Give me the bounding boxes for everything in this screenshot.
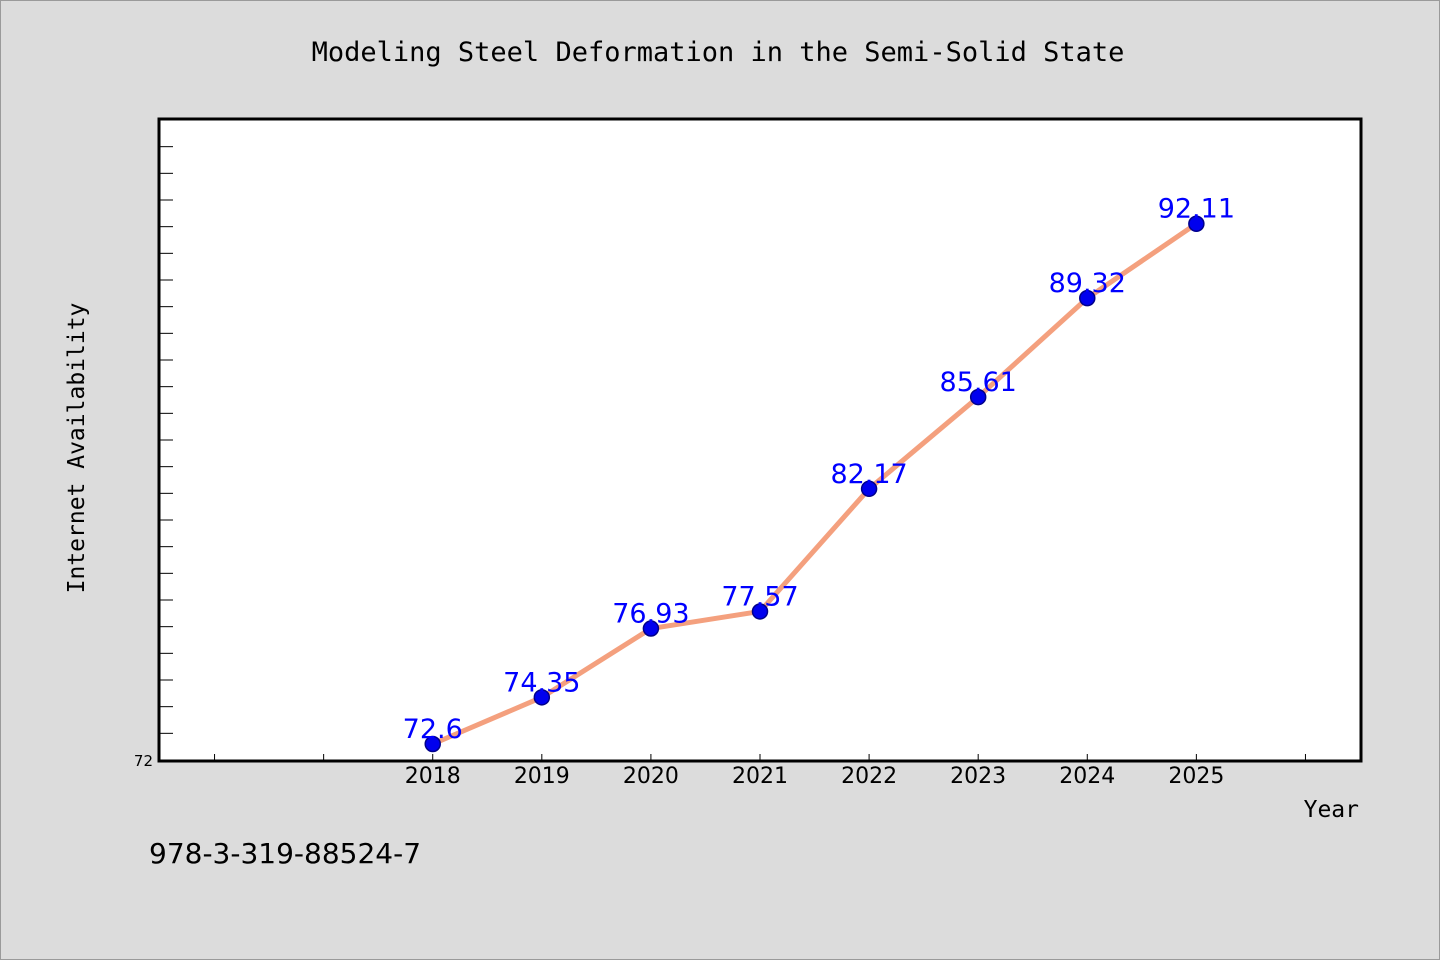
- footer-code: 978-3-319-88524-7: [149, 837, 421, 870]
- series-line: [430, 221, 1199, 747]
- data-label: 72.6: [403, 714, 463, 745]
- data-point: [642, 620, 660, 637]
- x-axis-ticks: [214, 754, 1306, 760]
- data-label: 74.35: [503, 667, 580, 698]
- x-tick-label: 2020: [623, 764, 679, 789]
- data-point: [969, 388, 987, 406]
- x-tick-label: 2023: [950, 764, 1006, 789]
- data-point: [424, 735, 441, 753]
- data-label: 76.93: [612, 599, 689, 630]
- data-point: [533, 689, 551, 706]
- data-label: 85.61: [940, 367, 1017, 398]
- data-labels: 72.6 74.35 76.93 77.57 82.17 85.61 89.32 92.11: [403, 194, 1235, 745]
- data-label: 89.32: [1049, 268, 1126, 299]
- x-tick-label: 2022: [841, 764, 897, 789]
- data-label: 82.17: [830, 459, 907, 490]
- x-tick-label: 2021: [732, 764, 788, 789]
- y-tick-label: 72: [134, 752, 153, 770]
- data-point: [1188, 215, 1205, 232]
- data-point: [1079, 289, 1096, 307]
- plot-area: [157, 117, 1363, 763]
- chart-title: Modeling Steel Deformation in the Semi-S…: [312, 37, 1125, 68]
- data-label: 77.57: [721, 581, 798, 612]
- x-tick-label: 2025: [1168, 764, 1224, 789]
- data-point: [751, 603, 769, 620]
- x-tick-label: 2019: [514, 764, 570, 789]
- data-label: 92.11: [1158, 194, 1235, 225]
- y-axis-ticks: [160, 146, 173, 734]
- x-tick-label: 2024: [1059, 764, 1115, 789]
- x-tick-label: 2018: [405, 764, 461, 789]
- data-point: [860, 480, 878, 498]
- y-axis-label: Internet Availability: [64, 303, 90, 594]
- series-markers: [424, 215, 1205, 753]
- x-axis-label: Year: [1304, 797, 1359, 823]
- x-axis-tick-labels: 2018 2019 2020 2021 2022 2023 2024 2025: [405, 764, 1225, 789]
